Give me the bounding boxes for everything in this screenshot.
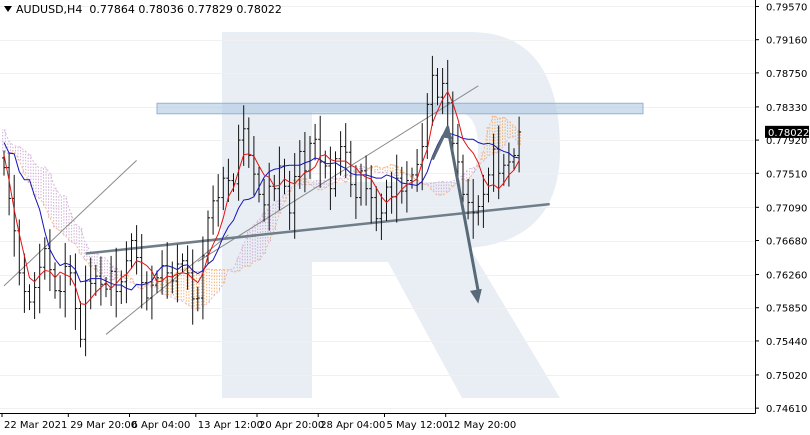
price-tick-label: 0.79570: [766, 2, 807, 13]
ichimoku-cloud: [2, 115, 521, 310]
symbol-label: AUDUSD,H4: [16, 3, 83, 16]
price-tick-label: 0.75850: [766, 304, 807, 315]
time-tick-label: 22 Mar 2021: [4, 420, 67, 431]
price-tick-label: 0.74610: [766, 404, 807, 415]
time-tick-label: 20 Apr 20:00: [259, 420, 324, 431]
price-tick-label: 0.78330: [766, 103, 807, 114]
time-tick-label: 6 Apr 04:00: [132, 420, 191, 431]
price-tick-label: 0.75440: [766, 337, 807, 348]
resistance-zone: [156, 102, 644, 115]
price-tick-label: 0.78750: [766, 69, 807, 80]
tenkan-sen-line: [3, 90, 520, 306]
price-tick-label: 0.75020: [766, 371, 807, 382]
low-value: 0.77829: [187, 3, 233, 16]
time-tick-label: 5 May 12:00: [387, 420, 449, 431]
current-price-label: 0.78022: [768, 128, 809, 139]
chart-header: AUDUSD,H4 0.77864 0.78036 0.77829 0.7802…: [4, 3, 282, 16]
current-price-tag: [765, 125, 809, 138]
time-tick-label: 13 Apr 12:00: [198, 420, 263, 431]
open-value: 0.77864: [89, 3, 135, 16]
price-tick-label: 0.76680: [766, 237, 807, 248]
resistance-zone-band: [156, 102, 644, 115]
watermark-logo-shape: [222, 32, 560, 398]
senkou-span-a-line: [3, 115, 520, 290]
watermark-logo: [222, 32, 560, 398]
forecast-arrow-head: [469, 288, 482, 304]
time-tick-label: 12 May 20:00: [448, 420, 517, 431]
support-trend-line: [85, 202, 550, 255]
upper-channel-line: [197, 85, 479, 262]
forecast-arrow-peak-head: [440, 127, 453, 140]
price-tick-label: 0.77510: [766, 169, 807, 180]
high-value: 0.78036: [138, 3, 184, 16]
time-tick-label: 28 Apr 04:00: [320, 420, 385, 431]
forecast-arrow: [431, 125, 482, 304]
price-tick-label: 0.76260: [766, 271, 807, 282]
close-value: 0.78022: [236, 3, 282, 16]
price-tick-label: 0.77090: [766, 203, 807, 214]
collapse-triangle-icon[interactable]: [4, 6, 12, 12]
price-tick-label: 0.79160: [766, 36, 807, 47]
time-tick-label: 29 Mar 20:00: [70, 420, 137, 431]
price-tick-label: 0.77920: [766, 136, 807, 147]
